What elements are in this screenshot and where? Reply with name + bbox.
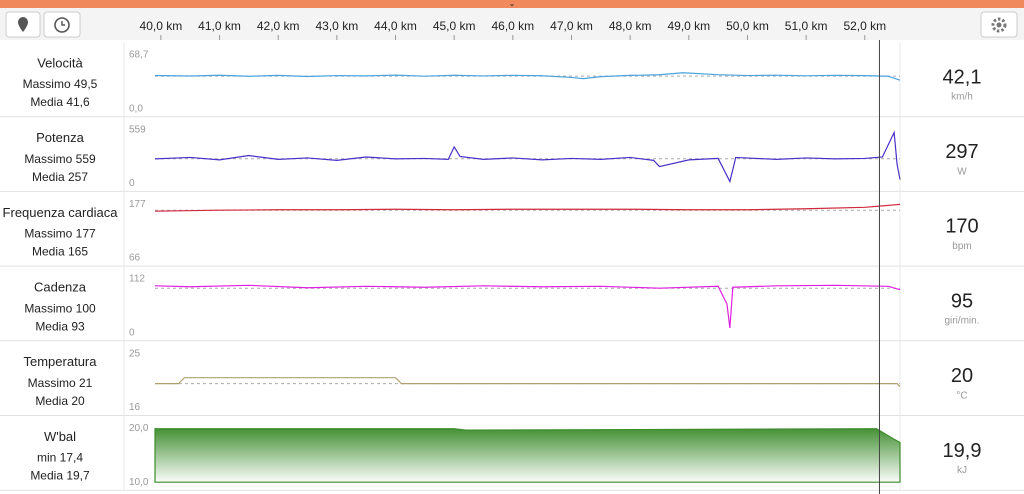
current-unit: °C bbox=[956, 390, 967, 401]
y-tick-label: 25 bbox=[129, 348, 141, 359]
y-tick-label: 559 bbox=[129, 124, 146, 135]
panel-title: Cadenza bbox=[34, 280, 87, 295]
y-tick-label: 66 bbox=[129, 253, 141, 264]
x-tick-label: 52,0 km bbox=[843, 19, 886, 33]
panel-title: Velocità bbox=[37, 55, 83, 70]
x-tick-label: 49,0 km bbox=[667, 19, 710, 33]
current-value: 20 bbox=[951, 365, 973, 387]
panel-title: Temperatura bbox=[24, 354, 98, 369]
y-tick-label: 0 bbox=[129, 178, 135, 189]
pin-icon bbox=[18, 17, 28, 32]
current-unit: km/h bbox=[951, 92, 973, 103]
x-tick-label: 48,0 km bbox=[609, 19, 652, 33]
panel-stat: Massimo 177 bbox=[24, 227, 96, 241]
top-bar bbox=[0, 0, 1024, 8]
y-tick-label: 16 bbox=[129, 402, 141, 413]
current-value: 42,1 bbox=[943, 66, 982, 88]
current-unit: W bbox=[957, 166, 967, 177]
data-line bbox=[154, 284, 901, 329]
panel-title: Frequenza cardiaca bbox=[3, 205, 119, 220]
panel-stat: Massimo 49,5 bbox=[23, 77, 98, 91]
panel-title: Potenza bbox=[36, 130, 84, 145]
current-unit: bpm bbox=[952, 241, 971, 252]
current-value: 95 bbox=[951, 290, 973, 312]
panel-title: W'bal bbox=[44, 429, 76, 444]
y-tick-label: 0 bbox=[129, 327, 135, 338]
x-tick-label: 40,0 km bbox=[140, 19, 183, 33]
panel-stat: Media 165 bbox=[32, 245, 88, 259]
x-tick-label: 46,0 km bbox=[491, 19, 534, 33]
x-tick-label: 43,0 km bbox=[316, 19, 359, 33]
data-line bbox=[155, 377, 901, 388]
panel-stat: Massimo 21 bbox=[28, 376, 93, 390]
panel-stat: Media 93 bbox=[35, 319, 85, 333]
y-tick-label: 10,0 bbox=[129, 477, 149, 488]
x-tick-label: 42,0 km bbox=[257, 19, 300, 33]
current-unit: kJ bbox=[957, 465, 967, 476]
panel-stat: Media 41,6 bbox=[30, 95, 90, 109]
data-area bbox=[154, 428, 901, 483]
y-tick-label: 112 bbox=[129, 274, 145, 285]
panel-stat: min 17,4 bbox=[37, 451, 83, 465]
data-line bbox=[154, 130, 901, 184]
current-value: 19,9 bbox=[943, 440, 982, 462]
panel-stat: Media 257 bbox=[32, 170, 88, 184]
panel-stat: Media 20 bbox=[35, 394, 85, 408]
data-line bbox=[154, 72, 901, 81]
gear-icon bbox=[991, 17, 1007, 33]
toolbar bbox=[0, 8, 1024, 40]
x-tick-label: 51,0 km bbox=[785, 19, 828, 33]
y-tick-label: 68,7 bbox=[129, 50, 149, 61]
current-unit: giri/min. bbox=[944, 316, 979, 327]
x-tick-label: 45,0 km bbox=[433, 19, 476, 33]
x-tick-label: 44,0 km bbox=[374, 19, 417, 33]
panel-stat: Media 19,7 bbox=[30, 469, 90, 483]
current-value: 170 bbox=[945, 216, 978, 238]
collapse-handle[interactable]: ⌄ bbox=[509, 0, 516, 8]
clock-icon bbox=[54, 17, 70, 33]
data-line bbox=[154, 203, 901, 212]
gear-center bbox=[996, 22, 1002, 28]
x-tick-label: 47,0 km bbox=[550, 19, 593, 33]
x-tick-label: 41,0 km bbox=[198, 19, 241, 33]
panel-stat: Massimo 100 bbox=[24, 301, 96, 315]
panel-stat: Massimo 559 bbox=[24, 152, 96, 166]
y-tick-label: 0,0 bbox=[129, 103, 143, 114]
clock-hands bbox=[61, 21, 65, 26]
y-tick-label: 177 bbox=[129, 199, 146, 210]
current-value: 297 bbox=[945, 141, 978, 163]
x-tick-label: 50,0 km bbox=[726, 19, 769, 33]
y-tick-label: 20,0 bbox=[129, 423, 149, 434]
